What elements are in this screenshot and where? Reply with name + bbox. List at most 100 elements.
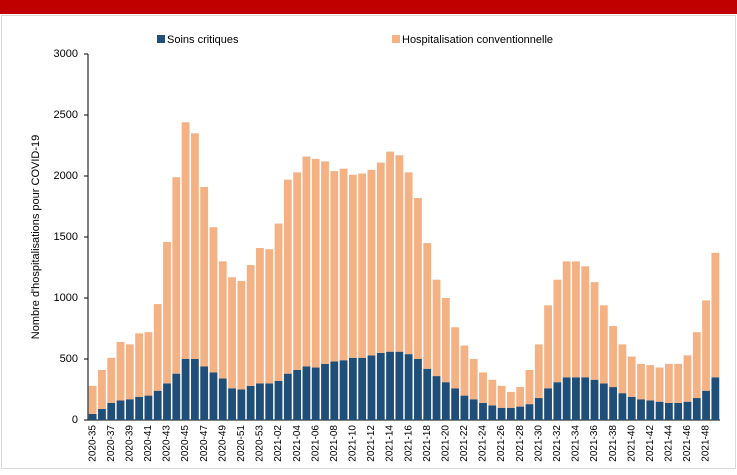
bar-segment — [386, 151, 394, 352]
bar-segment — [107, 402, 116, 420]
bar-segment — [572, 377, 580, 420]
bar-segment — [218, 261, 227, 379]
x-tick-label: 2021-44 — [664, 425, 675, 462]
y-tick-label: 1000 — [54, 292, 78, 304]
bar-segment — [98, 409, 106, 420]
bar-segment — [348, 174, 357, 358]
x-tick-label: 2020-35 — [87, 425, 98, 462]
chart-frame — [1, 15, 736, 469]
x-tick-label: 2021-30 — [533, 425, 544, 462]
bar-segment — [525, 369, 534, 405]
bar-segment — [627, 396, 636, 420]
bar-segment — [135, 333, 144, 397]
bar-segment — [618, 344, 627, 394]
bar-segment — [469, 399, 478, 420]
bar-segment — [423, 368, 432, 420]
x-tick-label: 2021-12 — [366, 425, 377, 462]
x-tick-label: 2021-10 — [348, 425, 359, 462]
bar-segment — [163, 241, 171, 384]
bar-segment — [302, 156, 311, 367]
bar-segment — [386, 351, 394, 420]
x-tick-label: 2021-46 — [682, 425, 693, 462]
bar-segment — [553, 382, 562, 420]
x-tick-label: 2021-26 — [496, 425, 507, 462]
bar-segment — [627, 356, 636, 397]
bar-segment — [497, 407, 506, 420]
bar-segment — [469, 359, 478, 400]
bar-segment — [190, 359, 199, 420]
x-tick-label: 2020-51 — [236, 425, 247, 462]
x-tick-label: 2020-37 — [106, 425, 117, 462]
bar-segment — [544, 305, 552, 389]
bar-segment — [525, 404, 534, 420]
bar-segment — [395, 155, 404, 352]
x-tick-label: 2021-06 — [310, 425, 321, 462]
bar-segment — [562, 261, 571, 378]
bar-segment — [674, 363, 683, 403]
x-tick-label: 2021-20 — [440, 425, 451, 462]
x-tick-label: 2020-53 — [255, 425, 266, 462]
bar-segment — [637, 399, 645, 420]
x-tick-label: 2021-40 — [626, 425, 637, 462]
bar-segment — [655, 401, 664, 420]
bar-segment — [311, 158, 320, 368]
bar-segment — [116, 341, 125, 401]
header-bar — [0, 0, 737, 14]
bar-segment — [423, 243, 432, 369]
bar-segment — [414, 359, 422, 420]
y-tick-label: 1500 — [54, 231, 78, 243]
bar-segment — [590, 379, 599, 420]
bar-segment — [293, 369, 302, 420]
x-tick-label: 2021-14 — [385, 425, 396, 462]
x-tick-label: 2021-34 — [571, 425, 582, 462]
bar-segment — [599, 305, 608, 384]
bar-segment — [163, 383, 171, 420]
y-tick-label: 3000 — [54, 48, 78, 60]
bar-segment — [265, 383, 274, 420]
bar-segment — [544, 388, 552, 420]
x-tick-label: 2020-39 — [124, 425, 135, 462]
bar-segment — [200, 366, 209, 420]
bar-segment — [246, 385, 255, 420]
bar-segment — [367, 169, 376, 356]
x-tick-label: 2021-36 — [589, 425, 600, 462]
bar-segment — [265, 249, 274, 384]
bar-segment — [330, 171, 339, 362]
bar-segment — [692, 332, 701, 399]
bar-segment — [172, 177, 181, 374]
bar-segment — [181, 122, 190, 359]
bar-segment — [516, 406, 525, 420]
bar-segment — [683, 401, 692, 420]
bar-segment — [441, 382, 450, 420]
bar-segment — [702, 300, 710, 391]
x-tick-label: 2021-18 — [422, 425, 433, 462]
x-tick-label: 2021-28 — [515, 425, 526, 462]
bar-segment — [256, 247, 264, 384]
y-tick-label: 2500 — [54, 109, 78, 121]
bar-segment — [516, 387, 525, 407]
bar-segment — [664, 363, 673, 403]
bar-segment — [711, 377, 720, 420]
bar-segment — [256, 383, 264, 420]
bar-segment — [125, 344, 134, 400]
y-axis-label: Nombre d'hospitalisations pour COVID-19 — [30, 135, 42, 339]
legend-swatch — [392, 35, 400, 43]
x-tick-label: 2021-02 — [273, 425, 284, 462]
bar-segment — [246, 265, 255, 386]
bar-segment — [107, 357, 116, 403]
bar-segment — [88, 385, 97, 414]
bar-segment — [153, 304, 162, 391]
bar-segment — [581, 377, 590, 420]
bar-segment — [274, 223, 283, 381]
bar-segment — [609, 387, 618, 420]
bar-segment — [692, 398, 701, 420]
bar-segment — [479, 372, 487, 403]
bar-segment — [534, 398, 543, 420]
bar-segment — [460, 395, 469, 420]
bar-segment — [88, 413, 97, 420]
bar-segment — [488, 405, 497, 420]
x-tick-label: 2021-42 — [645, 425, 656, 462]
bar-segment — [321, 363, 329, 420]
legend-label: Hospitalisation conventionnelle — [402, 34, 553, 46]
